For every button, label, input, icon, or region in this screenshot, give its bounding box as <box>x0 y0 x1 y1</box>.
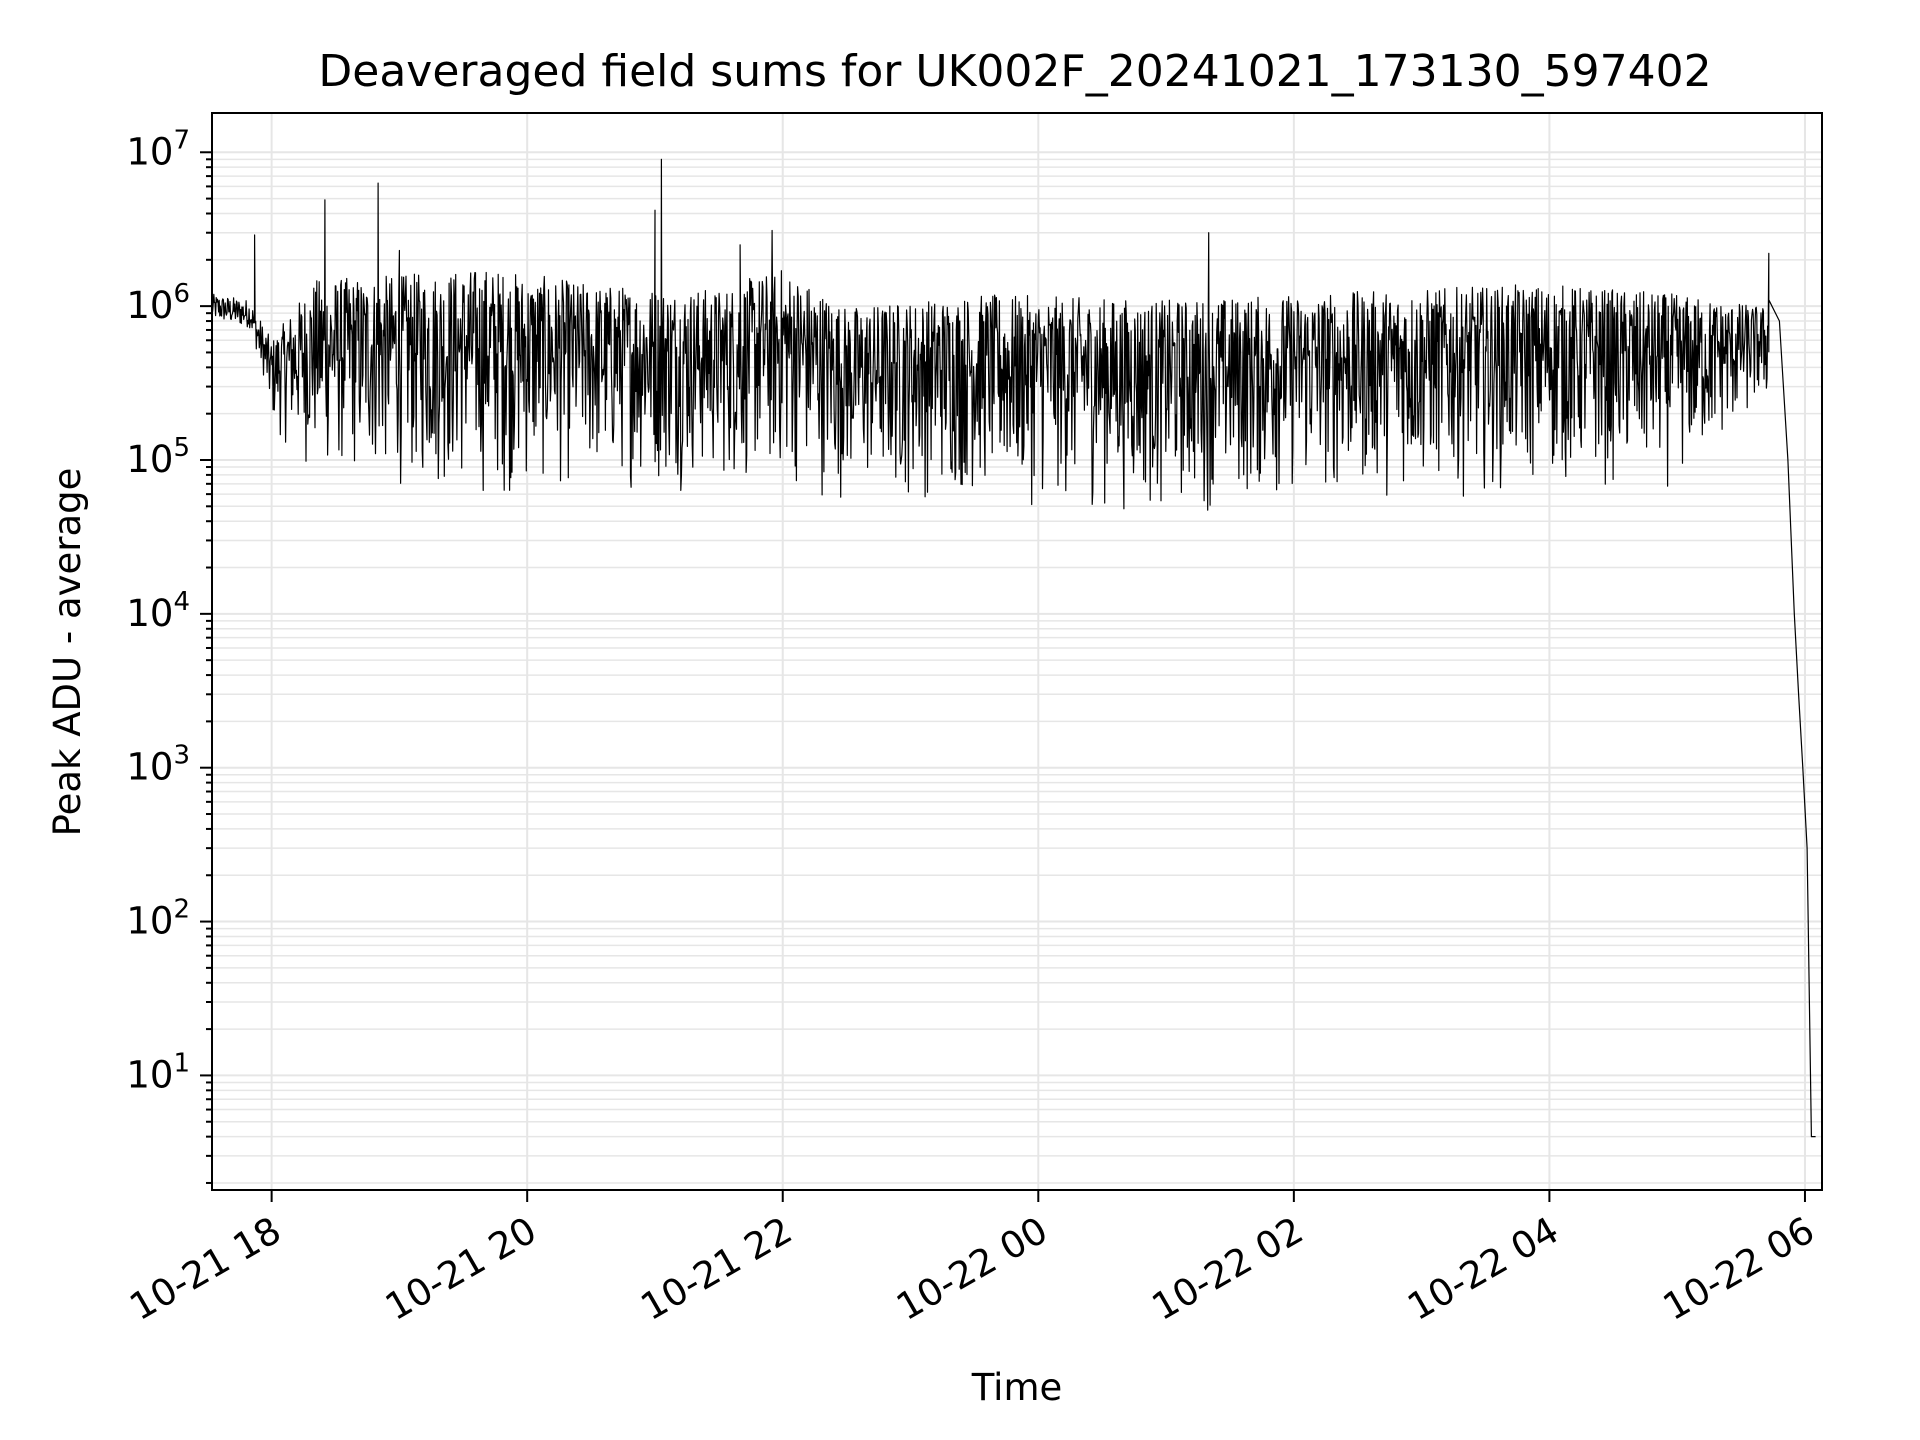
y-tick-label: 103 <box>126 741 190 789</box>
chart-title: Deaveraged field sums for UK002F_2024102… <box>318 46 1711 97</box>
x-tick-label: 10-22 02 <box>1145 1209 1311 1329</box>
x-tick-label: 10-22 06 <box>1656 1209 1822 1329</box>
x-tick-label: 10-21 22 <box>634 1209 800 1329</box>
series-path <box>211 158 1816 1138</box>
y-tick-label: 101 <box>126 1048 190 1096</box>
x-axis: 10-21 18 10-21 20 10-21 22 10-22 00 10-22 02… <box>123 1190 1822 1329</box>
y-tick-label: 107 <box>126 125 190 173</box>
y-tick-label: 106 <box>126 279 190 327</box>
grid <box>212 113 1822 1190</box>
y-tick-label: 105 <box>126 433 190 481</box>
y-axis-label: Peak ADU - average <box>46 468 89 837</box>
y-tick-label: 104 <box>126 587 190 635</box>
x-axis-label: Time <box>971 1366 1063 1409</box>
plot-frame <box>211 112 1823 1191</box>
y-tick-label: 102 <box>126 895 190 943</box>
y-axis: 101 102 103 104 105 106 107 <box>126 125 212 1184</box>
x-tick-label: 10-22 04 <box>1400 1209 1566 1329</box>
series-line <box>211 158 1816 1138</box>
x-tick-label: 10-22 00 <box>889 1209 1055 1329</box>
x-tick-label: 10-21 20 <box>378 1209 544 1329</box>
x-tick-label: 10-21 18 <box>123 1209 289 1329</box>
